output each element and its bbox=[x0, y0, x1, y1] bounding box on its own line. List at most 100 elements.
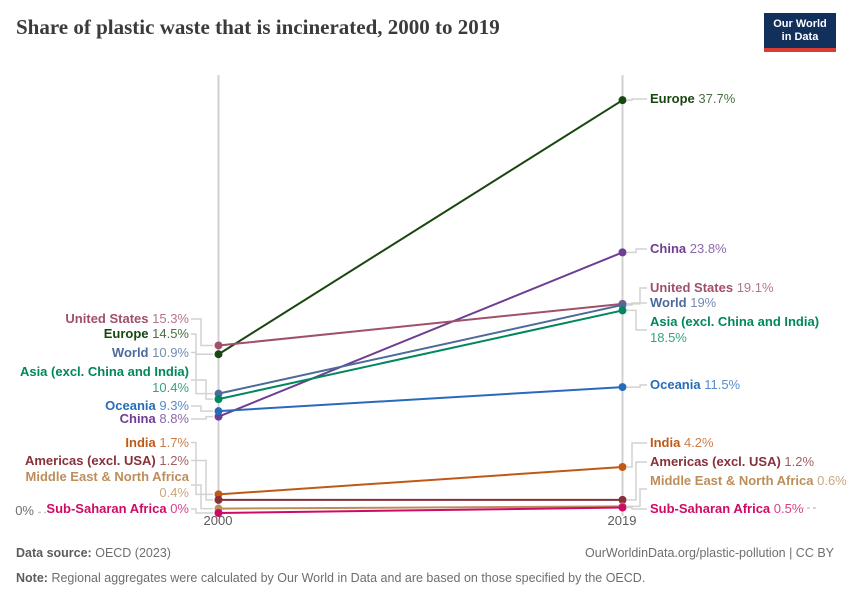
series-value: 23.8% bbox=[689, 241, 727, 256]
chart-note: Note: Regional aggregates were calculate… bbox=[16, 570, 834, 586]
series-label-right-india[interactable]: India 4.2% bbox=[650, 435, 714, 451]
data-point-2000-united-states[interactable] bbox=[214, 341, 223, 350]
series-line-united-states[interactable] bbox=[218, 302, 623, 347]
series-value: 19.1% bbox=[736, 280, 774, 295]
series-label-left-world[interactable]: World 10.9% bbox=[111, 344, 189, 361]
series-label-left-middle-east-north-africa[interactable]: Middle East & North Africa 0.4% bbox=[0, 469, 189, 501]
label-connector-left-middle-east-north-africa bbox=[191, 484, 213, 510]
chart-footer: Data source: OECD (2023) OurWorldinData.… bbox=[16, 545, 834, 586]
series-line-middle-east-north-africa[interactable] bbox=[218, 505, 623, 510]
series-line-europe[interactable] bbox=[217, 99, 624, 356]
series-value: 0.4% bbox=[159, 485, 189, 500]
data-point-2019-india[interactable] bbox=[618, 463, 627, 472]
label-connector-left-china bbox=[191, 415, 213, 420]
series-value: 0.5% bbox=[773, 501, 804, 516]
label-connector-left-united-states bbox=[191, 318, 213, 347]
series-label-right-asia-excl-china-and-india[interactable]: Asia (excl. China and India) 18.5% bbox=[650, 314, 850, 346]
x-tick-2000: 2000 bbox=[203, 513, 233, 528]
series-value: 1.2% bbox=[159, 452, 189, 468]
data-point-2000-oceania[interactable] bbox=[214, 407, 223, 416]
series-line-china[interactable] bbox=[218, 251, 623, 418]
series-name: Americas (excl. USA) bbox=[650, 454, 781, 469]
data-point-2019-world[interactable] bbox=[618, 300, 627, 309]
data-point-2000-americas-excl-usa[interactable] bbox=[214, 495, 223, 504]
data-point-2000-world[interactable] bbox=[214, 389, 223, 398]
label-connector-right-india bbox=[627, 442, 647, 468]
series-name: Sub-Saharan Africa bbox=[46, 501, 167, 516]
series-label-left-china[interactable]: China 8.8% bbox=[119, 411, 189, 427]
series-name: India bbox=[650, 435, 681, 450]
data-point-2019-asia-excl-china-and-india[interactable] bbox=[618, 306, 627, 315]
series-label-left-india[interactable]: India 1.7% bbox=[125, 434, 189, 451]
data-point-2019-china[interactable] bbox=[618, 248, 627, 257]
owid-logo-line1: Our World bbox=[773, 18, 827, 30]
series-name: Oceania bbox=[650, 377, 701, 392]
series-value: 14.5% bbox=[152, 326, 189, 341]
series-value: 0% bbox=[170, 501, 189, 516]
series-label-right-china[interactable]: China 23.8% bbox=[650, 241, 727, 257]
owid-logo-line2: in Data bbox=[781, 31, 819, 43]
series-value: 9.3% bbox=[159, 398, 189, 413]
label-connector-right-middle-east-north-africa bbox=[627, 488, 647, 508]
series-name: Europe bbox=[650, 91, 695, 106]
series-label-left-asia-excl-china-and-india[interactable]: Asia (excl. China and India) 10.4% bbox=[0, 364, 189, 396]
series-line-oceania[interactable] bbox=[218, 386, 623, 413]
series-name: China bbox=[119, 411, 156, 426]
data-point-2019-sub-saharan-africa[interactable] bbox=[618, 503, 627, 512]
series-label-right-oceania[interactable]: Oceania 11.5% bbox=[650, 377, 741, 393]
series-value: 37.7% bbox=[698, 91, 736, 106]
label-connector-right-china bbox=[627, 248, 647, 254]
label-connector-right-sub-saharan-africa bbox=[627, 506, 647, 510]
series-label-right-americas-excl-usa[interactable]: Americas (excl. USA) 1.2% bbox=[650, 454, 815, 470]
series-name: India bbox=[125, 434, 156, 450]
data-point-2000-asia-excl-china-and-india[interactable] bbox=[214, 395, 223, 404]
label-connector-left-europe bbox=[191, 333, 213, 355]
series-label-left-europe[interactable]: Europe 14.5% bbox=[103, 326, 189, 342]
series-label-right-europe[interactable]: Europe 37.7% bbox=[650, 91, 736, 107]
series-value: 1.7% bbox=[159, 434, 189, 450]
series-name: United States bbox=[650, 280, 734, 295]
y-zero-label: 0% bbox=[15, 503, 34, 519]
data-point-2019-americas-excl-usa[interactable] bbox=[618, 495, 627, 504]
series-line-india[interactable] bbox=[218, 466, 623, 496]
series-label-left-sub-saharan-africa[interactable]: Sub-Saharan Africa 0% bbox=[46, 501, 189, 517]
series-name: Oceania bbox=[105, 398, 156, 413]
series-label-left-oceania[interactable]: Oceania 9.3% bbox=[105, 398, 189, 414]
data-source-label: Data source: bbox=[16, 546, 92, 560]
series-label-right-sub-saharan-africa[interactable]: Sub-Saharan Africa 0.5% bbox=[650, 501, 804, 517]
series-value: 0.6% bbox=[817, 473, 847, 488]
series-value: 19% bbox=[690, 295, 717, 310]
data-point-2000-india[interactable] bbox=[214, 490, 223, 499]
data-point-2019-europe[interactable] bbox=[618, 96, 627, 105]
label-connector-left-india bbox=[191, 441, 213, 496]
series-line-world[interactable] bbox=[218, 303, 623, 395]
label-connector-right-oceania bbox=[627, 384, 647, 388]
series-line-asia-excl-china-and-india[interactable] bbox=[218, 309, 623, 401]
credit-link[interactable]: OurWorldinData.org/plastic-pollution | C… bbox=[585, 546, 834, 560]
series-name: Middle East & North Africa bbox=[25, 469, 189, 484]
series-value: 1.2% bbox=[784, 454, 815, 469]
owid-logo[interactable]: Our World in Data bbox=[764, 13, 836, 52]
series-label-left-americas-excl-usa[interactable]: Americas (excl. USA) 1.2% bbox=[24, 452, 189, 469]
series-name: Europe bbox=[103, 326, 149, 341]
label-connector-left-sub-saharan-africa bbox=[191, 508, 213, 514]
data-point-2019-oceania[interactable] bbox=[618, 383, 627, 392]
data-source: Data source: OECD (2023) bbox=[16, 545, 171, 561]
series-line-sub-saharan-africa[interactable] bbox=[218, 506, 623, 514]
series-label-right-united-states[interactable]: United States 19.1% bbox=[650, 280, 774, 296]
data-point-2000-china[interactable] bbox=[214, 412, 223, 421]
label-connector-left-americas-excl-usa bbox=[191, 459, 213, 501]
label-connector-right-asia-excl-china-and-india bbox=[627, 309, 647, 331]
series-label-right-middle-east-north-africa[interactable]: Middle East & North Africa 0.6% bbox=[650, 473, 847, 489]
data-point-2000-sub-saharan-africa[interactable] bbox=[214, 509, 223, 517]
series-value: 10.9% bbox=[152, 344, 189, 360]
series-value: 10.4% bbox=[152, 380, 189, 395]
data-point-2000-europe[interactable] bbox=[214, 350, 223, 359]
chart-title: Share of plastic waste that is incinerat… bbox=[16, 15, 500, 39]
series-label-right-world[interactable]: World 19% bbox=[650, 295, 717, 311]
label-connector-right-world bbox=[627, 302, 647, 306]
series-name: Asia (excl. China and India) bbox=[650, 314, 820, 329]
series-name: China bbox=[650, 241, 687, 256]
series-label-left-united-states[interactable]: United States 15.3% bbox=[65, 311, 189, 327]
